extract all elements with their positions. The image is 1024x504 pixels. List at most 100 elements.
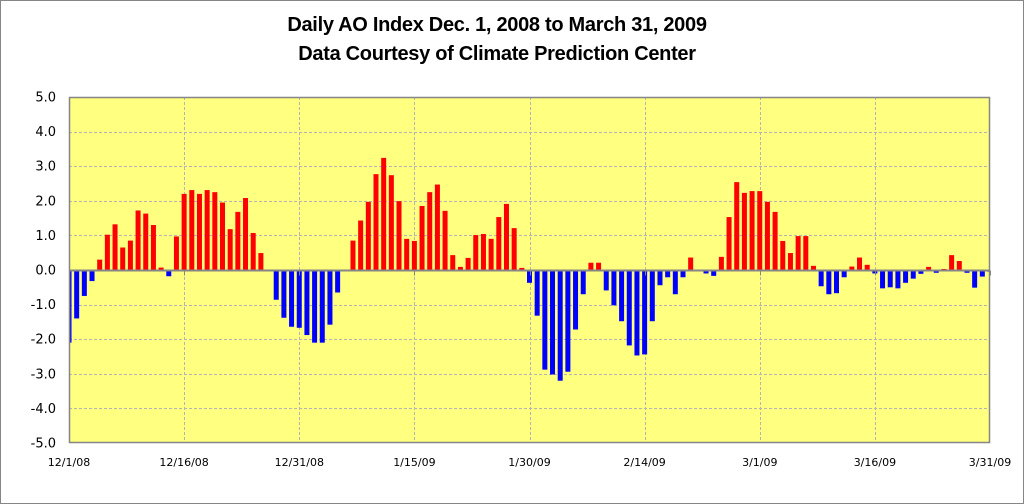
bar: [634, 270, 640, 356]
bar: [212, 192, 218, 270]
bar: [665, 270, 671, 278]
bar: [143, 213, 149, 270]
x-tick-label: 3/16/09: [854, 456, 896, 469]
y-tick-label: 0.0: [35, 264, 56, 279]
bar: [411, 240, 417, 270]
bar: [365, 201, 371, 270]
y-tick-label: 5.0: [35, 91, 56, 106]
bar: [619, 270, 625, 322]
bar: [626, 270, 632, 346]
bar: [480, 234, 486, 270]
bar: [358, 220, 364, 270]
bar: [887, 270, 893, 288]
bar: [795, 236, 801, 270]
y-tick-label: 2.0: [35, 194, 56, 209]
x-tick-label: 12/1/08: [48, 456, 90, 469]
bar: [258, 253, 264, 270]
bar: [434, 184, 440, 270]
bar: [373, 174, 379, 270]
bar: [841, 270, 847, 278]
bar: [81, 270, 87, 296]
bar: [527, 270, 532, 283]
bar: [235, 211, 241, 270]
bar: [120, 247, 126, 270]
bar: [250, 232, 256, 270]
bar: [941, 268, 947, 270]
bar: [112, 224, 118, 270]
bar: [672, 270, 678, 295]
bar: [580, 270, 586, 295]
bar: [227, 229, 233, 270]
bar: [803, 236, 809, 270]
bar: [457, 266, 463, 270]
bar: [787, 253, 793, 270]
bar: [281, 270, 287, 318]
bar: [427, 192, 433, 270]
bar: [465, 257, 471, 270]
bar: [189, 190, 195, 270]
x-tick-label: 12/31/08: [275, 456, 324, 469]
bar: [442, 210, 448, 270]
bar: [918, 270, 924, 274]
bar: [880, 270, 886, 289]
bar: [104, 234, 110, 270]
bar: [818, 270, 824, 287]
bar: [926, 266, 932, 270]
bar: [319, 270, 325, 343]
bar: [711, 270, 717, 276]
bar: [304, 270, 310, 336]
bar: [657, 270, 663, 286]
bar: [588, 262, 594, 270]
bar: [611, 270, 617, 306]
bar: [296, 270, 302, 328]
bar: [388, 175, 394, 270]
bar: [450, 255, 456, 270]
bar: [381, 157, 387, 270]
bar: [872, 270, 878, 274]
bar: [74, 270, 80, 319]
y-tick-label: -5.0: [31, 437, 56, 452]
chart-title: Daily AO Index Dec. 1, 2008 to March 31,…: [287, 14, 707, 36]
bar: [150, 225, 156, 270]
x-tick-label: 2/14/09: [623, 456, 665, 469]
bar: [972, 270, 978, 288]
bar: [949, 255, 955, 270]
bar: [772, 211, 778, 270]
bar: [895, 270, 901, 289]
bar: [396, 201, 402, 270]
bar: [726, 217, 732, 270]
x-tick-label: 1/30/09: [508, 456, 550, 469]
x-tick-label: 3/31/09: [969, 456, 1011, 469]
bar: [910, 270, 916, 279]
bar: [749, 191, 755, 270]
bar: [603, 270, 609, 291]
bar: [757, 191, 763, 270]
bar: [173, 236, 179, 270]
y-tick-labels: 5.0 4.0 3.0 2.0 1.0 0.0 -1.0 -2.0 -3.0 -4.0 -5.0: [31, 91, 56, 452]
bar: [550, 270, 556, 375]
bar: [810, 265, 816, 270]
y-tick-label: -2.0: [31, 333, 56, 348]
bar: [857, 257, 863, 270]
bar: [220, 202, 225, 270]
bar: [243, 198, 249, 270]
bar: [158, 267, 164, 270]
bar: [404, 238, 410, 270]
bar: [903, 270, 909, 283]
bar: [519, 267, 525, 270]
bar: [680, 270, 686, 278]
y-tick-label: 1.0: [35, 229, 56, 244]
bar: [196, 193, 202, 270]
bar: [573, 270, 579, 330]
chart-subtitle: Data Courtesy of Climate Prediction Cent…: [298, 43, 696, 65]
bar: [557, 270, 563, 381]
bars: [69, 157, 991, 381]
bar: [642, 270, 648, 355]
bar: [419, 205, 425, 270]
bar: [734, 182, 740, 270]
bar: [473, 235, 479, 270]
y-tick-label: -3.0: [31, 367, 56, 382]
bar: [327, 270, 333, 325]
bar: [350, 240, 356, 270]
